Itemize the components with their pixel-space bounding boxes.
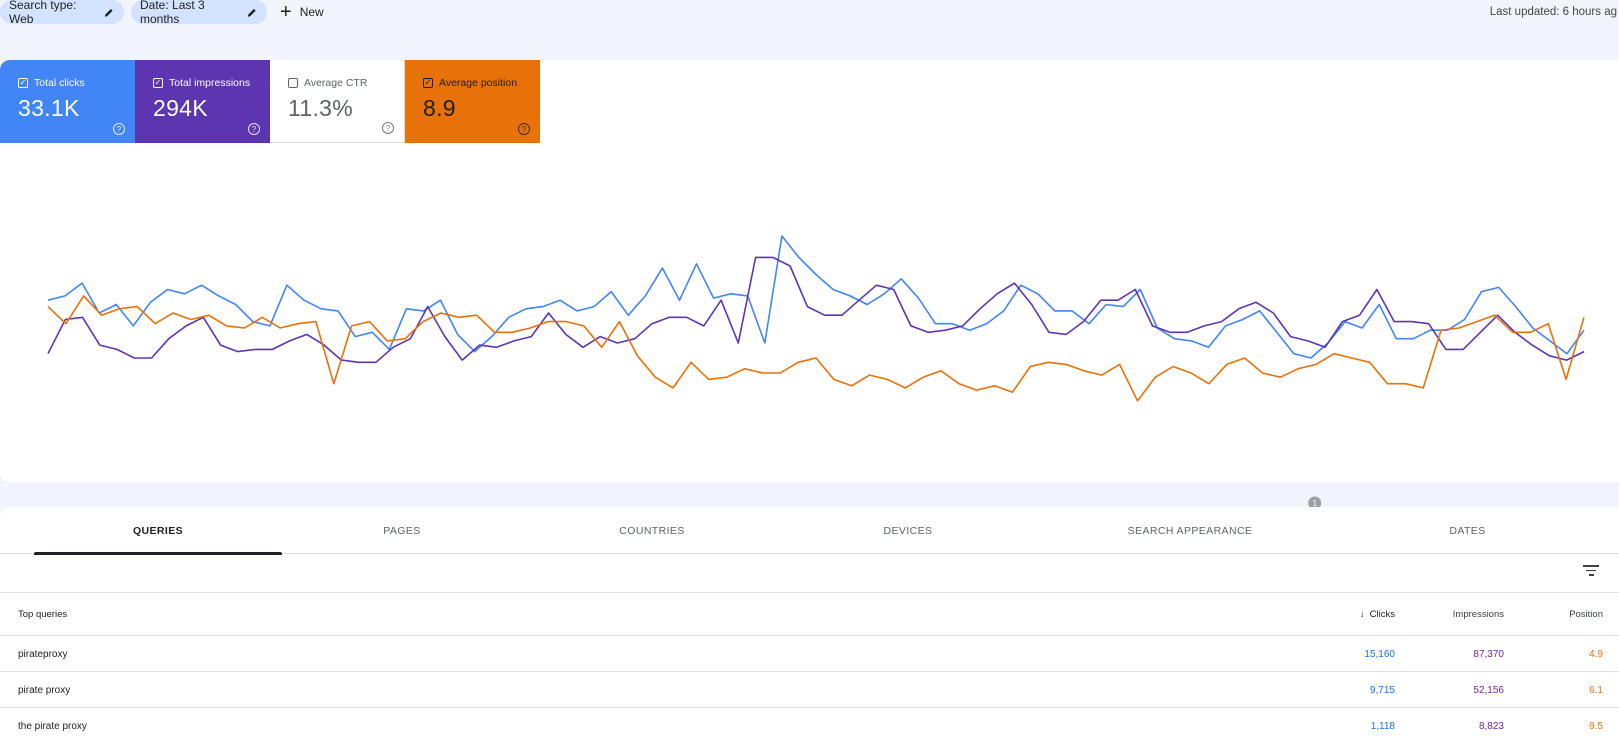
new-filter-button[interactable]: + New	[280, 2, 324, 22]
report-table-card: QUERIES PAGES COUNTRIES DEVICES SEARCH A…	[0, 507, 1619, 737]
tab-queries[interactable]: QUERIES	[34, 507, 282, 555]
annotation-label: 1	[1312, 499, 1317, 508]
position-header[interactable]: Position	[1569, 609, 1603, 620]
pencil-icon	[247, 8, 256, 17]
tab-label: DATES	[1449, 524, 1486, 537]
average-ctr-value: 11.3%	[288, 95, 354, 121]
clicks-cell: 9,715	[1369, 685, 1395, 696]
query-cell: pirateproxy	[18, 649, 68, 660]
series-line-1	[47, 256, 1585, 364]
total-impressions-value: 294K	[153, 95, 208, 121]
active-tab-indicator	[34, 552, 282, 555]
series-line-0	[47, 235, 1585, 359]
tab-pages[interactable]: PAGES	[282, 507, 522, 554]
date-chip[interactable]: Date: Last 3 months	[131, 0, 267, 26]
checkbox-unchecked-icon[interactable]	[288, 78, 298, 88]
clicks-header-label: Clicks	[1369, 609, 1395, 620]
query-cell: the pirate proxy	[18, 721, 87, 732]
tab-label: PAGES	[383, 524, 421, 537]
new-filter-label: New	[299, 5, 324, 19]
table-header: Top queries ↓ Clicks Impressions Position	[0, 592, 1619, 636]
filter-rows-icon[interactable]	[1583, 565, 1599, 577]
tab-label: COUNTRIES	[619, 524, 685, 537]
clicks-header[interactable]: ↓ Clicks	[1360, 609, 1395, 620]
clicks-cell: 1,118	[1370, 721, 1395, 732]
impressions-header[interactable]: Impressions	[1452, 609, 1504, 620]
plus-icon: +	[280, 1, 292, 23]
total-impressions-label: Total impressions	[169, 77, 251, 89]
filter-bar: Search type: Web Date: Last 3 months + N…	[0, 0, 1619, 28]
search-type-chip[interactable]: Search type: Web	[0, 0, 124, 26]
position-cell: 4.9	[1589, 649, 1603, 660]
tab-label: SEARCH APPEARANCE	[1127, 524, 1253, 537]
tab-label: DEVICES	[883, 524, 933, 537]
average-ctr-label: Average CTR	[304, 77, 368, 89]
help-icon[interactable]: ?	[248, 123, 260, 135]
impressions-cell: 87,370	[1473, 649, 1504, 660]
position-cell: 9.5	[1589, 721, 1603, 732]
tab-devices[interactable]: DEVICES	[784, 507, 1032, 554]
clicks-cell: 15,160	[1364, 649, 1395, 660]
table-row[interactable]: pirateproxy 15,160 87,370 4.9	[0, 636, 1619, 672]
search-type-label: Search type: Web	[9, 0, 77, 26]
query-cell: pirate proxy	[18, 685, 71, 696]
impressions-cell: 8,823	[1478, 721, 1504, 732]
average-position-value: 8.9	[423, 95, 456, 121]
last-updated-text: Last updated: 6 hours ag	[1489, 6, 1617, 18]
performance-chart-card: ✓ Total clicks 33.1K ? ✓ Total impressions…	[0, 60, 1619, 523]
tab-countries[interactable]: COUNTRIES	[530, 507, 774, 554]
top-queries-header[interactable]: Top queries	[18, 609, 68, 620]
metric-cards: ✓ Total clicks 33.1K ? ✓ Total impressions…	[0, 60, 540, 143]
pencil-icon	[104, 8, 113, 17]
position-cell: 6.1	[1589, 685, 1603, 696]
tab-label: QUERIES	[132, 524, 184, 537]
checkbox-checked-icon[interactable]: ✓	[423, 78, 433, 88]
impressions-cell: 52,156	[1473, 685, 1504, 696]
tab-dates[interactable]: DATES	[1340, 507, 1595, 554]
performance-line-chart[interactable]: 19/11/202124/11/202129/11/202104/12/2021…	[0, 160, 1619, 530]
average-position-card[interactable]: ✓ Average position 8.9 ?	[405, 60, 540, 143]
help-icon[interactable]: ?	[113, 123, 125, 135]
date-label: Date: Last 3 months	[140, 0, 205, 26]
help-icon[interactable]: ?	[382, 122, 394, 134]
total-clicks-card[interactable]: ✓ Total clicks 33.1K ?	[0, 60, 135, 143]
checkbox-checked-icon[interactable]: ✓	[153, 78, 163, 88]
table-row[interactable]: pirate proxy 9,715 52,156 6.1	[0, 672, 1619, 708]
average-ctr-card[interactable]: Average CTR 11.3% ?	[270, 60, 405, 143]
help-icon[interactable]: ?	[518, 123, 530, 135]
dimension-tabs: QUERIES PAGES COUNTRIES DEVICES SEARCH A…	[0, 507, 1619, 555]
arrow-down-icon: ↓	[1359, 609, 1365, 620]
total-clicks-label: Total clicks	[34, 77, 85, 89]
checkbox-checked-icon[interactable]: ✓	[18, 78, 28, 88]
tab-search-appearance[interactable]: SEARCH APPEARANCE	[1040, 507, 1340, 554]
total-clicks-value: 33.1K	[18, 95, 80, 121]
total-impressions-card[interactable]: ✓ Total impressions 294K ?	[135, 60, 270, 143]
table-row[interactable]: the pirate proxy 1,118 8,823 9.5	[0, 708, 1619, 737]
series-line-2	[47, 295, 1585, 402]
annotation-marker[interactable]: 1	[1308, 496, 1322, 510]
average-position-label: Average position	[439, 77, 518, 89]
